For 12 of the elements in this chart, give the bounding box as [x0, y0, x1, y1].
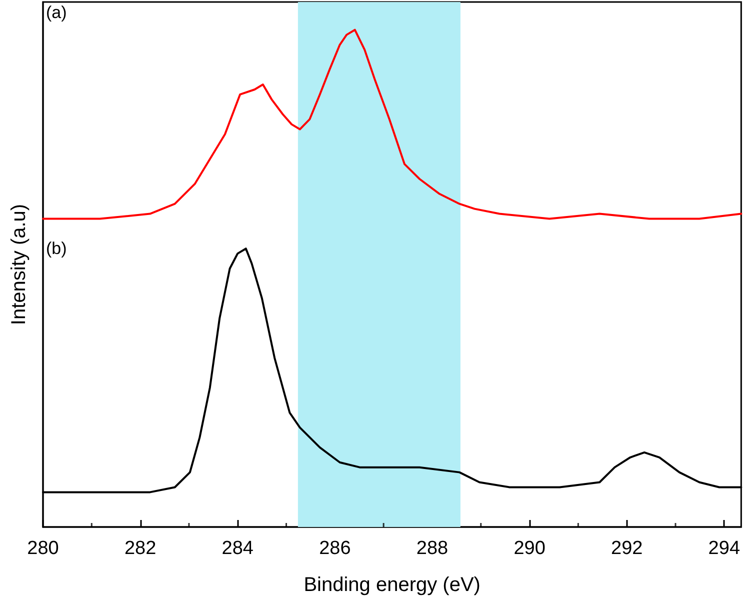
x-tick-label: 292 — [610, 538, 643, 559]
x-tick-label: 284 — [222, 538, 254, 559]
x-tick-label: 280 — [27, 538, 59, 559]
annotation: (b) — [46, 239, 67, 258]
x-tick-label: 294 — [708, 538, 740, 559]
x-tick-label: 290 — [514, 538, 546, 559]
x-axis-title: Binding energy (eV) — [304, 574, 480, 596]
text: (a) — [46, 3, 67, 22]
x-tick-label: 286 — [319, 538, 351, 559]
y-axis-title: Intensity (a.u) — [8, 204, 30, 326]
x-tick-label: 282 — [124, 538, 156, 559]
x-tick-label: 288 — [416, 538, 448, 559]
